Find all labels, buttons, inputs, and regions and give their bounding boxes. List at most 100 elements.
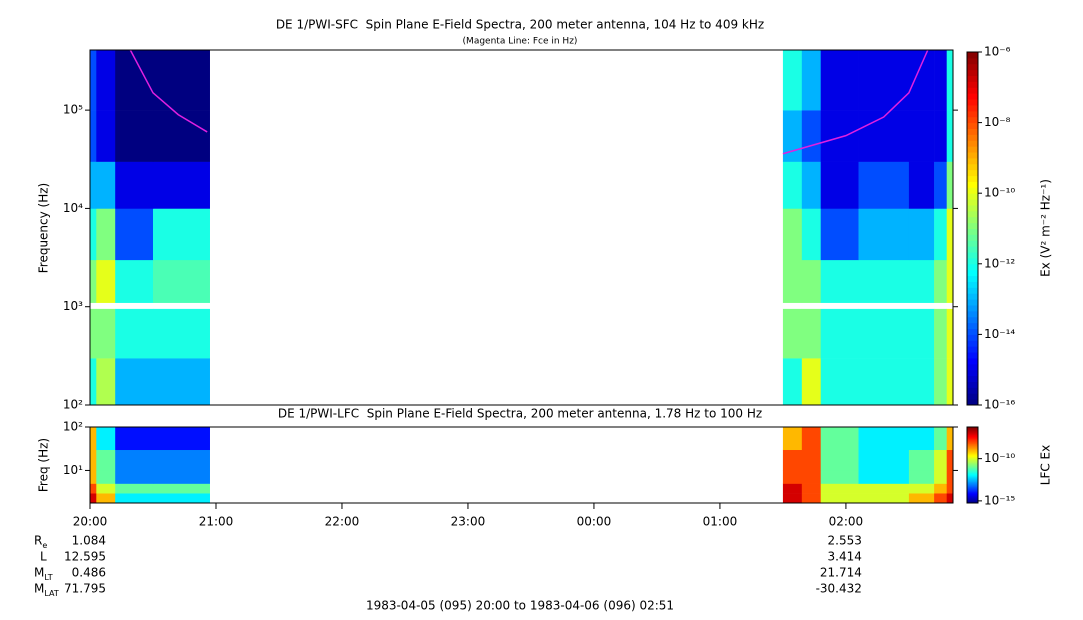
colorbar-swatch <box>967 375 978 382</box>
heatmap-cell <box>782 50 803 111</box>
ephemeris-sub: e <box>42 541 47 550</box>
colorbar-swatch <box>967 357 978 365</box>
heatmap-cell <box>782 208 803 261</box>
colorbar-tick-label: 10⁻⁸ <box>984 115 1011 129</box>
colorbar-swatch <box>967 52 978 59</box>
heatmap-cell <box>96 308 116 359</box>
heatmap-cell <box>946 470 954 484</box>
colorbar-swatch <box>967 352 978 359</box>
fce-line <box>782 49 929 155</box>
x-tick-label: 20:00 <box>73 515 108 529</box>
heatmap-cell <box>96 427 116 451</box>
heatmap-cell <box>96 110 116 162</box>
heatmap-cell <box>801 449 822 471</box>
x-tick-label: 21:00 <box>199 515 234 529</box>
heatmap-cell <box>858 208 910 261</box>
heatmap-cell <box>908 358 935 406</box>
heatmap-cell <box>90 259 97 303</box>
colorbar-swatch <box>967 281 978 288</box>
heatmap-cell <box>115 493 154 504</box>
chart-title: DE 1/PWI-LFC Spin Plane E-Field Spectra,… <box>278 407 762 421</box>
colorbar-swatch <box>967 175 978 182</box>
heatmap-cell <box>152 427 210 451</box>
heatmap-cell <box>115 161 154 209</box>
y-axis-label: Freq (Hz) <box>37 438 51 492</box>
colorbar-swatch <box>967 451 978 453</box>
heatmap-cell <box>946 161 954 209</box>
colorbar-swatch <box>967 478 978 481</box>
ephemeris-label: MLT <box>34 566 53 582</box>
heatmap-cell <box>96 208 116 261</box>
heatmap-cell <box>782 427 803 451</box>
heatmap-cell <box>801 208 822 261</box>
colorbar-swatch <box>967 492 978 495</box>
heatmap-cell <box>934 358 948 406</box>
colorbar-swatch <box>967 457 978 460</box>
heatmap-cell <box>908 208 935 261</box>
colorbar-swatch <box>967 458 978 461</box>
heatmap-cell <box>152 483 210 494</box>
ephemeris-value: 71.795 <box>64 582 106 596</box>
heatmap-cell <box>858 358 910 406</box>
heatmap-cell <box>946 427 954 451</box>
heatmap-cell <box>801 470 822 484</box>
heatmap-cell <box>782 161 803 209</box>
heatmap-cell <box>801 110 822 162</box>
heatmap-cell <box>801 358 822 406</box>
footer: 1983-04-05 (095) 20:00 to 1983-04-06 (09… <box>366 599 674 613</box>
heatmap-cell <box>115 259 154 303</box>
colorbar-swatch <box>967 443 978 446</box>
colorbar-swatch <box>967 346 978 353</box>
colorbar-swatch <box>967 449 978 452</box>
heatmap-cell <box>782 358 803 406</box>
colorbar-swatch <box>967 486 978 489</box>
heatmap-cell <box>782 259 803 303</box>
colorbar-frame <box>966 51 979 406</box>
colorbar-swatch <box>967 275 978 282</box>
heatmap-cell <box>782 493 803 504</box>
heatmap-cell <box>858 161 910 209</box>
colorbar-swatch <box>967 57 978 65</box>
y-tick-label: 10³ <box>63 299 83 313</box>
colorbar-swatch <box>967 234 978 241</box>
heatmap-cell <box>782 449 803 471</box>
heatmap-cell <box>908 427 935 451</box>
heatmap-cell <box>90 358 97 406</box>
heatmap-cell <box>152 50 210 111</box>
heatmap-cell <box>858 483 910 494</box>
heatmap-cell <box>858 259 910 303</box>
colorbar-swatch <box>967 157 978 165</box>
colorbar-swatch <box>967 140 978 147</box>
colorbar-swatch <box>967 481 978 484</box>
colorbar-swatch <box>967 453 978 456</box>
heatmap-cell <box>115 483 154 494</box>
heatmap-cell <box>152 110 210 162</box>
heatmap-cell <box>782 483 803 494</box>
heatmap-cell <box>908 483 935 494</box>
heatmap-cell <box>858 449 910 471</box>
colorbar-swatch <box>967 293 978 300</box>
colorbar-swatch <box>967 252 978 259</box>
heatmap-cell <box>858 470 910 484</box>
heatmap-cell <box>820 427 859 451</box>
ephemeris-sub: LT <box>44 573 52 582</box>
colorbar-swatch <box>967 152 978 159</box>
colorbar-swatch <box>967 482 978 485</box>
y-axis-label: Frequency (Hz) <box>37 183 51 274</box>
colorbar-tick-label: 10⁻⁶ <box>984 45 1011 59</box>
colorbar-swatch <box>967 122 978 129</box>
colorbar-swatch <box>967 447 978 450</box>
colorbar-swatch <box>967 430 978 433</box>
colorbar-swatch <box>967 489 978 491</box>
colorbar-swatch <box>967 199 978 206</box>
plot-frame <box>89 49 954 406</box>
heatmap-cell <box>801 308 822 359</box>
heatmap-cell <box>90 427 97 451</box>
heatmap-cell <box>90 50 97 111</box>
heatmap-cell <box>152 470 210 484</box>
colorbar-swatch <box>967 456 978 458</box>
colorbar-swatch <box>967 429 978 432</box>
heatmap-cell <box>946 259 954 303</box>
colorbar-swatch <box>967 69 978 77</box>
heatmap-cell <box>908 161 935 209</box>
